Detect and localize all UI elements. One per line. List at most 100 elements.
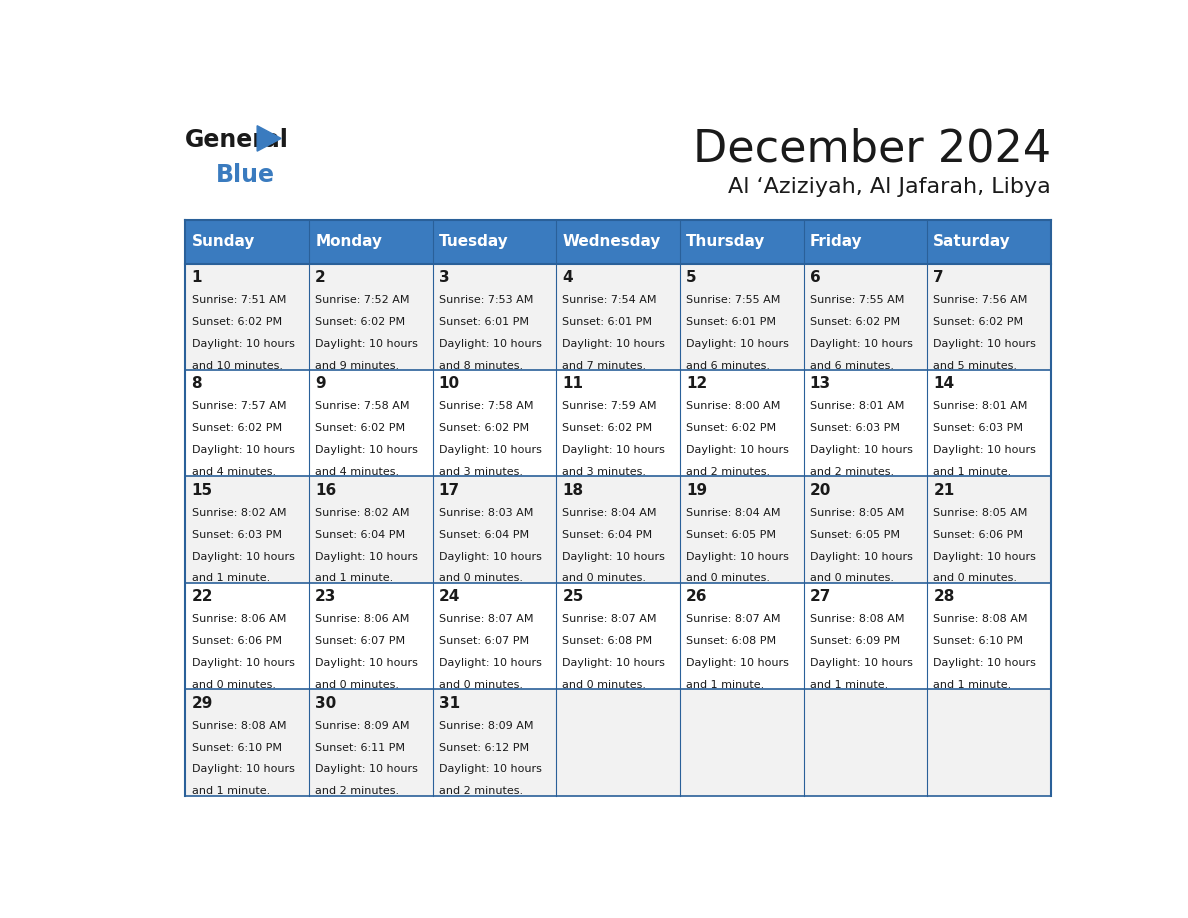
Bar — [432, 370, 556, 476]
Text: Sunrise: 8:01 AM: Sunrise: 8:01 AM — [934, 401, 1028, 411]
Text: 17: 17 — [438, 483, 460, 498]
Bar — [680, 689, 803, 796]
Text: 9: 9 — [315, 376, 326, 391]
Text: 7: 7 — [934, 270, 944, 285]
Text: December 2024: December 2024 — [693, 128, 1051, 171]
Text: 26: 26 — [685, 589, 708, 604]
Text: Sunset: 6:09 PM: Sunset: 6:09 PM — [810, 636, 899, 646]
Text: 25: 25 — [562, 589, 583, 604]
Text: Sunset: 6:02 PM: Sunset: 6:02 PM — [191, 317, 282, 327]
Text: Daylight: 10 hours: Daylight: 10 hours — [934, 658, 1036, 668]
Text: and 2 minutes.: and 2 minutes. — [810, 467, 893, 477]
Text: Sunrise: 8:03 AM: Sunrise: 8:03 AM — [438, 508, 533, 518]
Text: Sunrise: 8:02 AM: Sunrise: 8:02 AM — [315, 508, 410, 518]
Bar — [432, 263, 556, 370]
Text: Sunday: Sunday — [191, 234, 255, 249]
Text: Sunrise: 7:51 AM: Sunrise: 7:51 AM — [191, 295, 286, 305]
Text: Sunrise: 8:07 AM: Sunrise: 8:07 AM — [438, 614, 533, 624]
Text: Sunrise: 8:01 AM: Sunrise: 8:01 AM — [810, 401, 904, 411]
Text: Daylight: 10 hours: Daylight: 10 hours — [191, 339, 295, 349]
Text: Daylight: 10 hours: Daylight: 10 hours — [438, 765, 542, 775]
Text: and 1 minute.: and 1 minute. — [191, 574, 270, 584]
Text: and 9 minutes.: and 9 minutes. — [315, 361, 399, 371]
Text: Daylight: 10 hours: Daylight: 10 hours — [315, 658, 418, 668]
Text: Sunset: 6:10 PM: Sunset: 6:10 PM — [191, 743, 282, 753]
Bar — [309, 476, 432, 583]
Text: Daylight: 10 hours: Daylight: 10 hours — [934, 445, 1036, 455]
Bar — [680, 263, 803, 370]
Text: Monday: Monday — [315, 234, 383, 249]
Text: Sunrise: 7:55 AM: Sunrise: 7:55 AM — [810, 295, 904, 305]
Text: Sunset: 6:07 PM: Sunset: 6:07 PM — [438, 636, 529, 646]
Text: and 0 minutes.: and 0 minutes. — [562, 680, 646, 689]
Bar — [803, 370, 927, 476]
Bar — [556, 263, 680, 370]
Text: Sunrise: 8:08 AM: Sunrise: 8:08 AM — [934, 614, 1028, 624]
Text: Sunrise: 8:07 AM: Sunrise: 8:07 AM — [685, 614, 781, 624]
Text: Sunrise: 8:06 AM: Sunrise: 8:06 AM — [191, 614, 286, 624]
Text: Thursday: Thursday — [685, 234, 765, 249]
Text: 12: 12 — [685, 376, 707, 391]
Bar — [432, 689, 556, 796]
Text: Daylight: 10 hours: Daylight: 10 hours — [438, 552, 542, 562]
Bar — [927, 689, 1051, 796]
Text: Blue: Blue — [216, 163, 274, 187]
Bar — [803, 583, 927, 689]
Text: 27: 27 — [810, 589, 832, 604]
Text: and 0 minutes.: and 0 minutes. — [438, 680, 523, 689]
Text: Sunrise: 8:06 AM: Sunrise: 8:06 AM — [315, 614, 410, 624]
Bar — [927, 476, 1051, 583]
Text: Sunset: 6:02 PM: Sunset: 6:02 PM — [315, 423, 405, 433]
Text: Sunrise: 7:58 AM: Sunrise: 7:58 AM — [438, 401, 533, 411]
Bar — [432, 476, 556, 583]
Text: Friday: Friday — [810, 234, 862, 249]
Text: Daylight: 10 hours: Daylight: 10 hours — [315, 445, 418, 455]
Bar — [803, 476, 927, 583]
Text: Daylight: 10 hours: Daylight: 10 hours — [810, 658, 912, 668]
Text: and 1 minute.: and 1 minute. — [934, 467, 1011, 477]
Text: 31: 31 — [438, 696, 460, 711]
Text: Daylight: 10 hours: Daylight: 10 hours — [810, 339, 912, 349]
Text: Daylight: 10 hours: Daylight: 10 hours — [438, 339, 542, 349]
Text: Sunrise: 8:04 AM: Sunrise: 8:04 AM — [562, 508, 657, 518]
Text: Daylight: 10 hours: Daylight: 10 hours — [191, 552, 295, 562]
Bar — [556, 689, 680, 796]
Text: Sunset: 6:02 PM: Sunset: 6:02 PM — [934, 317, 1023, 327]
Text: and 1 minute.: and 1 minute. — [934, 680, 1011, 689]
Text: Daylight: 10 hours: Daylight: 10 hours — [191, 445, 295, 455]
Text: 23: 23 — [315, 589, 336, 604]
Text: Sunset: 6:06 PM: Sunset: 6:06 PM — [934, 530, 1023, 540]
Bar — [556, 370, 680, 476]
Text: 2: 2 — [315, 270, 326, 285]
Bar — [185, 689, 309, 796]
Bar — [803, 219, 927, 263]
Text: Sunset: 6:05 PM: Sunset: 6:05 PM — [685, 530, 776, 540]
Text: 3: 3 — [438, 270, 449, 285]
Text: Sunrise: 8:05 AM: Sunrise: 8:05 AM — [934, 508, 1028, 518]
Text: 5: 5 — [685, 270, 696, 285]
Bar — [556, 476, 680, 583]
Text: Sunset: 6:01 PM: Sunset: 6:01 PM — [685, 317, 776, 327]
Text: 19: 19 — [685, 483, 707, 498]
Text: Sunrise: 8:09 AM: Sunrise: 8:09 AM — [315, 721, 410, 731]
Bar — [680, 219, 803, 263]
Text: and 0 minutes.: and 0 minutes. — [438, 574, 523, 584]
Text: Sunrise: 7:54 AM: Sunrise: 7:54 AM — [562, 295, 657, 305]
Text: and 7 minutes.: and 7 minutes. — [562, 361, 646, 371]
Text: and 0 minutes.: and 0 minutes. — [562, 574, 646, 584]
Text: and 2 minutes.: and 2 minutes. — [438, 787, 523, 796]
Text: and 0 minutes.: and 0 minutes. — [685, 574, 770, 584]
Text: Daylight: 10 hours: Daylight: 10 hours — [810, 445, 912, 455]
Text: Daylight: 10 hours: Daylight: 10 hours — [685, 552, 789, 562]
Text: and 0 minutes.: and 0 minutes. — [934, 574, 1017, 584]
Text: Sunset: 6:05 PM: Sunset: 6:05 PM — [810, 530, 899, 540]
Text: and 0 minutes.: and 0 minutes. — [191, 680, 276, 689]
Text: Daylight: 10 hours: Daylight: 10 hours — [191, 765, 295, 775]
Text: Sunrise: 8:07 AM: Sunrise: 8:07 AM — [562, 614, 657, 624]
Text: Sunset: 6:07 PM: Sunset: 6:07 PM — [315, 636, 405, 646]
Text: Sunset: 6:01 PM: Sunset: 6:01 PM — [438, 317, 529, 327]
Text: Sunset: 6:02 PM: Sunset: 6:02 PM — [191, 423, 282, 433]
Text: and 1 minute.: and 1 minute. — [191, 787, 270, 796]
Bar — [680, 476, 803, 583]
Text: 8: 8 — [191, 376, 202, 391]
